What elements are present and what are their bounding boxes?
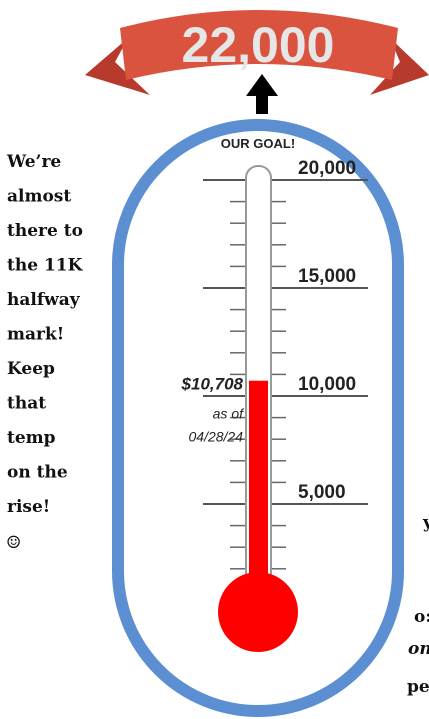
raised-amount: $10,708 [181,375,244,394]
tick-label: 5,000 [298,482,346,503]
tick-label: 20,000 [298,158,356,179]
tick-label: 10,000 [298,374,356,395]
note-line: that [7,394,46,414]
note-line: the 11K [7,256,84,276]
cut-text: o: [414,607,429,627]
bulb [218,572,298,652]
note-line: mark! [7,325,64,345]
goal-label: OUR GOAL! [221,136,295,151]
thermometer-graphic: 22,000 OUR GOAL! ☺ 5,000 10,000 15,000 20,0… [0,0,429,719]
note-line: temp [7,428,56,448]
note-line: there to [7,221,83,241]
as-of: as of [213,406,245,422]
note-line: rise! [7,497,50,517]
smiley: ☺ [6,533,21,553]
note-line: almost [7,187,71,207]
cut-text: pe [407,677,429,697]
note-line: halfway [7,290,81,310]
as-of-date: 04/28/24 [189,429,244,445]
note-line: Keep [7,359,55,379]
goal-amount: 22,000 [182,17,335,73]
tick-label: 15,000 [298,266,356,287]
cut-text: y [422,513,429,533]
note-line: We’re [6,152,61,172]
up-arrow [246,74,278,114]
note-line: on the [7,463,68,483]
page: 22,000 OUR GOAL! ☺ 5,000 10,000 15,000 20,0… [0,0,429,719]
cut-text: on [408,639,429,659]
